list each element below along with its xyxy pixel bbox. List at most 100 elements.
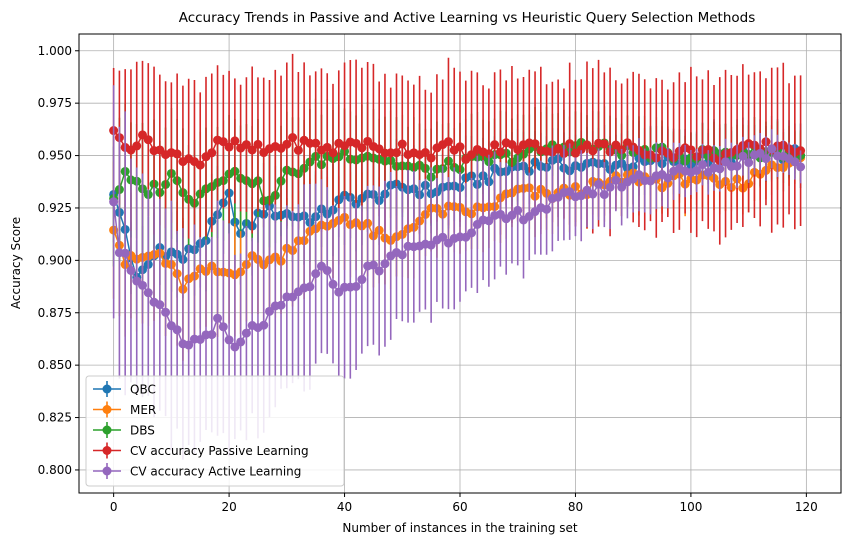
legend-label: CV accuracy Passive Learning: [130, 444, 309, 458]
data-point: [322, 265, 332, 275]
data-point: [259, 320, 269, 330]
data-point: [397, 250, 407, 260]
data-point: [241, 140, 251, 150]
data-point: [420, 148, 430, 158]
data-point: [311, 138, 321, 148]
data-point: [455, 142, 465, 152]
legend: QBC MER DBS CV accuracy Passive Learning CV …: [85, 375, 345, 487]
data-point: [363, 136, 373, 146]
data-point: [738, 151, 748, 161]
data-point: [646, 176, 655, 186]
data-point: [230, 136, 240, 146]
data-point: [605, 182, 615, 192]
data-point: [715, 164, 725, 174]
data-point: [392, 148, 401, 158]
data-point: [697, 160, 707, 170]
data-point: [288, 133, 298, 143]
data-point: [663, 173, 673, 183]
legend-marker: [102, 405, 112, 414]
data-point: [484, 216, 494, 226]
data-point: [265, 306, 274, 316]
data-point: [576, 191, 586, 201]
data-point: [357, 143, 367, 153]
data-point: [374, 266, 384, 276]
x-axis-label: Number of instances in the training set: [342, 521, 578, 535]
y-axis-label: Accuracy Score: [9, 217, 23, 309]
x-tick-label: 0: [110, 500, 118, 514]
legend-label: CV accuracy Active Learning: [130, 465, 301, 479]
data-point: [143, 135, 153, 145]
data-point: [744, 158, 754, 168]
data-point: [328, 279, 338, 289]
data-point: [582, 140, 592, 150]
data-point: [594, 179, 604, 189]
y-tick-label: 0.825: [38, 411, 72, 425]
data-point: [368, 260, 378, 270]
series-cv-accuracy-active-learning: [109, 85, 806, 460]
legend-item-dbs: DBS: [93, 422, 155, 438]
data-point: [507, 139, 517, 149]
data-point: [617, 182, 627, 192]
data-point: [218, 322, 228, 332]
x-tick-label: 60: [452, 500, 467, 514]
data-point: [796, 162, 806, 172]
data-point: [143, 288, 153, 298]
plot-series: [109, 53, 806, 460]
data-point: [426, 153, 436, 163]
data-point: [109, 197, 119, 207]
data-point: [484, 149, 494, 159]
y-tick-label: 0.950: [38, 149, 72, 163]
data-point: [438, 232, 448, 242]
data-point: [611, 175, 621, 185]
data-point: [634, 170, 644, 180]
y-tick-label: 0.850: [38, 358, 72, 372]
legend-marker: [102, 446, 112, 455]
data-point: [213, 313, 223, 323]
data-point: [328, 148, 338, 158]
legend-marker: [102, 466, 112, 476]
x-tick-label: 100: [679, 500, 702, 514]
axes: 0 20 40 60 80 100 120 0.800 0.825 0.850 0.875 0.900…: [38, 44, 818, 514]
data-point: [761, 154, 771, 164]
data-point: [311, 269, 321, 279]
legend-label: MER: [130, 403, 156, 417]
data-point: [467, 228, 477, 238]
data-point: [530, 139, 540, 149]
data-point: [120, 248, 130, 258]
data-point: [207, 148, 217, 158]
legend-item-mer: MER: [93, 401, 156, 418]
y-tick-label: 0.900: [38, 253, 72, 267]
data-point: [247, 145, 257, 155]
data-point: [397, 139, 407, 149]
data-point: [293, 145, 303, 155]
data-point: [686, 145, 696, 155]
data-point: [126, 265, 136, 275]
data-point: [357, 275, 367, 285]
y-tick-label: 0.975: [38, 96, 72, 110]
data-point: [513, 205, 523, 215]
legend-marker: [102, 384, 112, 394]
y-tick-label: 1.000: [38, 44, 72, 58]
data-point: [467, 150, 477, 160]
data-point: [490, 140, 500, 150]
data-point: [599, 190, 609, 200]
data-point: [184, 340, 194, 350]
y-tick-label: 0.875: [38, 306, 72, 320]
data-point: [588, 146, 598, 156]
data-point: [703, 145, 713, 155]
legend-label: DBS: [130, 424, 155, 438]
data-point: [224, 142, 234, 152]
data-point: [732, 161, 742, 171]
data-point: [443, 137, 453, 147]
legend-item-cv-accuracy-passive-learning: CV accuracy Passive Learning: [93, 442, 309, 459]
legend-box: [85, 375, 345, 487]
data-point: [692, 165, 702, 175]
data-point: [553, 143, 563, 153]
chart-title: Accuracy Trends in Passive and Active Le…: [179, 10, 756, 26]
data-point: [138, 280, 147, 290]
data-point: [565, 187, 575, 197]
x-tick-label: 80: [568, 500, 583, 514]
data-point: [426, 240, 436, 250]
